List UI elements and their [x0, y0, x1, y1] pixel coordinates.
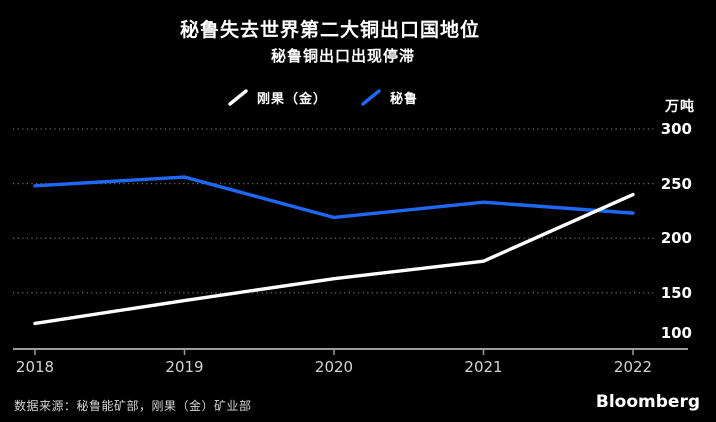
bloomberg-logo: Bloomberg: [595, 392, 700, 412]
y-tick-label: 300: [660, 120, 692, 138]
y-tick-label: 150: [660, 283, 692, 302]
series-line: [33, 175, 635, 220]
y-tick-label: 200: [660, 229, 692, 248]
y-tick-label: 100: [660, 324, 692, 342]
source-note: 数据来源：秘鲁能矿部，刚果（金）矿业部: [14, 399, 252, 413]
x-tick-label: 2019: [165, 358, 204, 376]
congo-line-marker-icon: [228, 89, 248, 106]
x-tick-label: 2018: [15, 358, 55, 376]
x-tick-label: 2020: [314, 358, 354, 376]
x-tick-label: 2022: [613, 358, 653, 376]
chart-subtitle: 秘鲁铜出口出现停滞: [270, 47, 415, 65]
legend-item-peru: 秘鲁: [361, 88, 418, 107]
legend-label-peru: 秘鲁: [390, 92, 419, 107]
x-tick-label: 2021: [464, 358, 503, 376]
legend-label-congo: 刚果（金）: [257, 92, 328, 107]
legend-item-congo: 刚果（金）: [228, 88, 327, 107]
chart-title: 秘鲁失去世界第二大铜出口国地位: [179, 19, 480, 41]
peru-line-marker-icon: [361, 89, 381, 106]
series-line: [33, 192, 635, 326]
y-axis-unit-label: 万吨: [665, 99, 695, 115]
legend: 刚果（金） 秘鲁: [228, 88, 418, 107]
y-tick-label: 250: [660, 174, 692, 193]
